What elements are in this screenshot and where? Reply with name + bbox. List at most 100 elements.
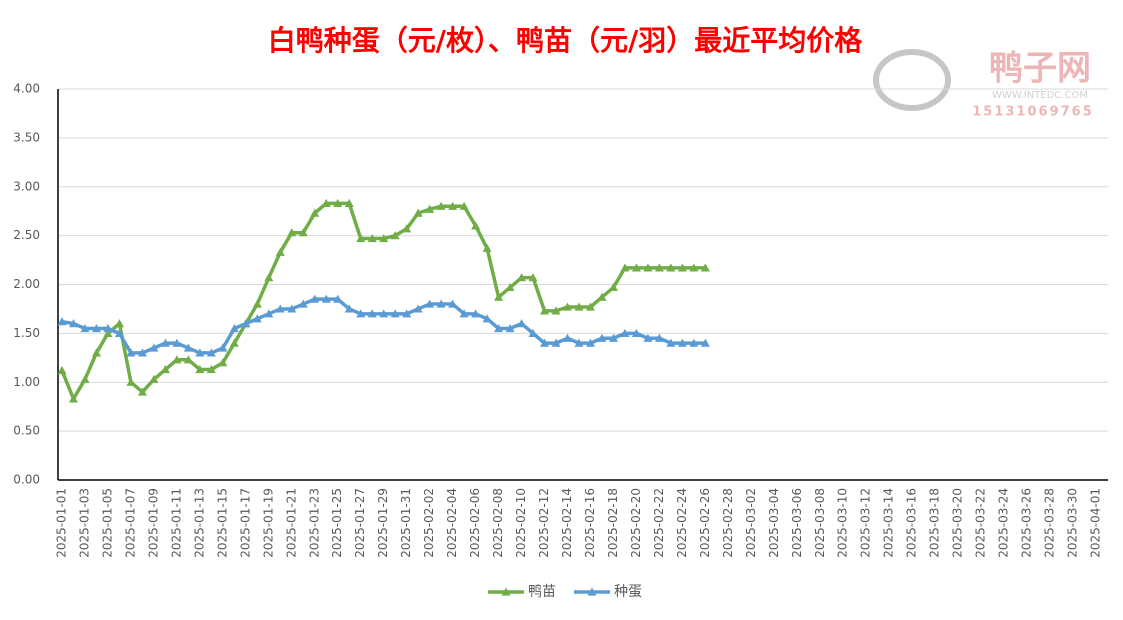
- point-marker: [494, 323, 504, 333]
- x-tick-label: 2025-03-24: [997, 488, 1011, 558]
- point-marker: [390, 309, 400, 318]
- point-marker: [241, 319, 251, 328]
- point-marker: [149, 343, 159, 352]
- x-tick-label: 2025-03-14: [882, 488, 896, 558]
- y-tick-label: 4.00: [13, 82, 40, 96]
- point-marker: [643, 333, 653, 342]
- x-tick-label: 2025-01-31: [399, 488, 413, 558]
- point-marker: [333, 198, 343, 207]
- legend-marker: [587, 587, 597, 596]
- y-tick-label: 2.00: [13, 277, 40, 291]
- point-marker: [160, 365, 170, 374]
- x-tick-label: 2025-03-20: [951, 488, 965, 558]
- x-tick-label: 2025-02-12: [537, 488, 551, 558]
- point-marker: [505, 282, 515, 292]
- point-marker: [563, 302, 573, 311]
- x-tick-label: 2025-03-04: [767, 488, 781, 558]
- point-marker: [287, 304, 297, 313]
- point-marker: [264, 273, 274, 282]
- x-tick-label: 2025-03-16: [905, 488, 919, 558]
- x-tick-label: 2025-03-18: [928, 488, 942, 558]
- x-tick-label: 2025-02-18: [606, 488, 620, 558]
- point-marker: [321, 198, 331, 207]
- point-marker: [585, 302, 595, 311]
- point-marker: [149, 374, 159, 383]
- point-marker: [68, 319, 78, 328]
- x-tick-label: 2025-02-02: [422, 488, 436, 558]
- x-tick-label: 2025-03-26: [1020, 488, 1034, 558]
- point-marker: [666, 263, 676, 272]
- point-marker: [700, 338, 710, 347]
- watermark-phone: 15131069765: [972, 105, 1094, 120]
- point-marker: [356, 309, 366, 318]
- point-marker: [413, 304, 423, 313]
- point-marker: [413, 208, 423, 217]
- point-marker: [517, 273, 527, 282]
- x-tick-label: 2025-03-28: [1043, 488, 1057, 558]
- x-tick-label: 2025-03-08: [813, 488, 827, 558]
- x-tick-label: 2025-01-23: [307, 488, 321, 558]
- legend-label: 鸭苗: [528, 584, 556, 600]
- point-marker: [528, 273, 538, 282]
- point-marker: [103, 323, 113, 333]
- point-marker: [218, 358, 228, 367]
- point-marker: [160, 338, 170, 347]
- point-marker: [528, 328, 538, 337]
- point-marker: [574, 338, 584, 347]
- point-marker: [402, 224, 412, 233]
- x-tick-label: 2025-01-15: [215, 488, 229, 558]
- point-marker: [459, 201, 469, 210]
- point-marker: [367, 309, 377, 318]
- point-marker: [218, 343, 228, 352]
- legend-label: 种蛋: [614, 584, 642, 600]
- x-tick-label: 2025-01-27: [353, 488, 367, 558]
- x-tick-label: 2025-02-06: [468, 488, 482, 558]
- point-marker: [344, 304, 354, 313]
- point-marker: [631, 328, 641, 337]
- x-tick-label: 2025-01-09: [146, 488, 160, 558]
- point-marker: [206, 365, 216, 374]
- point-marker: [80, 323, 90, 333]
- point-marker: [597, 333, 607, 342]
- point-marker: [666, 338, 676, 347]
- point-marker: [206, 348, 216, 357]
- y-tick-label: 2.50: [13, 228, 40, 242]
- point-marker: [390, 231, 400, 240]
- point-marker: [425, 204, 435, 213]
- x-tick-label: 2025-01-25: [330, 488, 344, 558]
- point-marker: [103, 328, 113, 337]
- legend-marker: [501, 587, 511, 596]
- point-marker: [298, 299, 308, 308]
- point-marker: [137, 348, 147, 357]
- point-marker: [700, 263, 710, 272]
- y-tick-label: 3.00: [13, 179, 40, 193]
- x-tick-label: 2025-02-26: [698, 488, 712, 558]
- chart-title: 白鸭种蛋（元/枚）、鸭苗（元/羽）最近平均价格: [268, 24, 863, 57]
- point-marker: [517, 319, 527, 328]
- x-tick-label: 2025-03-22: [974, 488, 988, 558]
- point-marker: [252, 314, 262, 323]
- watermark-name: 鸭子网: [989, 49, 1091, 89]
- point-marker: [183, 355, 193, 364]
- x-tick-label: 2025-03-02: [744, 488, 758, 558]
- point-marker: [620, 263, 630, 272]
- y-tick-label: 3.50: [13, 130, 40, 144]
- point-marker: [195, 348, 205, 357]
- point-marker: [654, 263, 664, 272]
- point-marker: [574, 302, 584, 311]
- x-tick-label: 2025-02-08: [491, 488, 505, 558]
- point-marker: [356, 234, 366, 243]
- point-marker: [505, 323, 515, 333]
- watermark-logo: [873, 49, 951, 111]
- y-tick-label: 0.00: [13, 473, 40, 487]
- point-marker: [379, 309, 389, 318]
- x-tick-label: 2025-01-17: [238, 488, 252, 558]
- point-marker: [540, 306, 550, 315]
- point-marker: [80, 374, 90, 383]
- point-marker: [126, 377, 136, 386]
- x-tick-label: 2025-02-04: [445, 488, 459, 558]
- point-marker: [608, 333, 618, 342]
- point-marker: [471, 221, 481, 230]
- x-tick-label: 2025-01-05: [100, 488, 114, 558]
